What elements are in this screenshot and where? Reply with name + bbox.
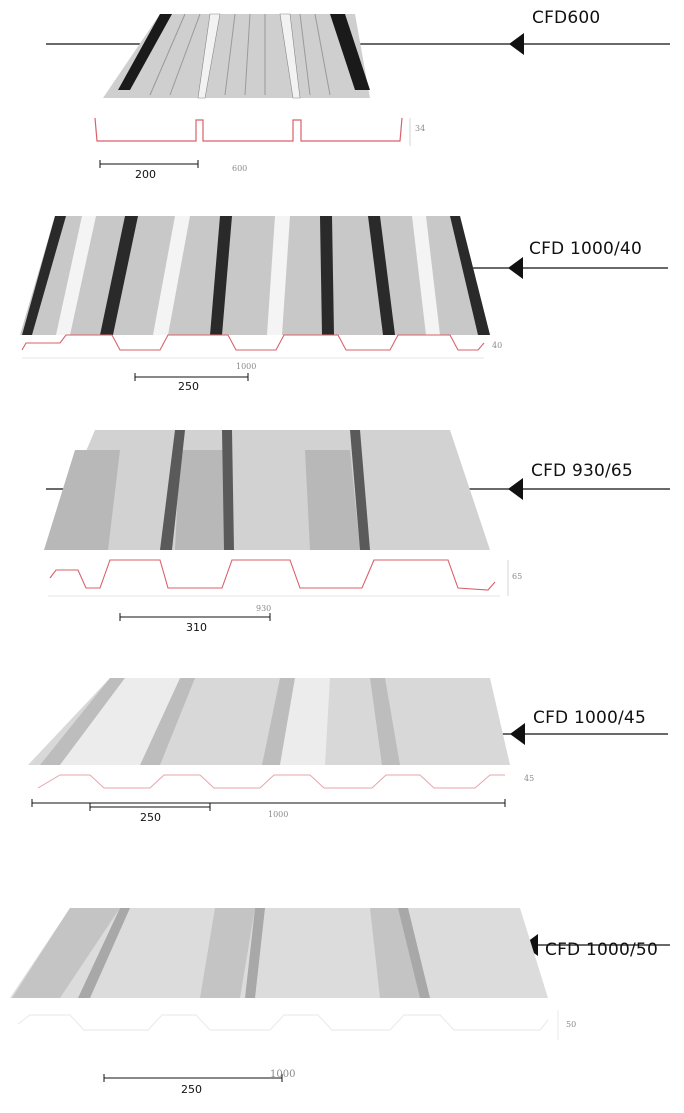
sheet-dark-webs: [78, 908, 430, 998]
pitch-value: 250: [181, 1083, 202, 1096]
pitch-value: 250: [140, 811, 161, 824]
profile-cfd1000-50: CFD 1000/50 250 1000 50: [0, 850, 684, 1113]
sheet-slopes: [40, 678, 400, 765]
sheet-crest-highlights: [60, 678, 330, 765]
width-value: 600: [232, 164, 248, 173]
sheet-dark-webs: [22, 216, 490, 335]
section-profile-line: [49, 559, 496, 591]
cfd930-65-drawing: [44, 430, 670, 621]
height-value: 45: [524, 774, 535, 783]
profile-name: CFD 930/65: [531, 461, 633, 481]
cfd1000-40-drawing: [20, 216, 668, 381]
sheet-dark-webs: [160, 430, 370, 550]
sheet-valleys: [44, 450, 360, 550]
cfd1000-45-drawing: [28, 678, 668, 811]
pitch-value: 200: [135, 168, 156, 181]
pointer-arrow-icon: [509, 33, 524, 55]
section-profile-line: [21, 334, 485, 351]
width-value: 1000: [270, 1069, 296, 1080]
profile-cfd1000-40: CFD 1000/40 250 1000 40: [0, 200, 684, 410]
profile-name: CFD600: [532, 8, 601, 28]
pointer-arrow-icon: [508, 478, 523, 500]
sheet-surface: [44, 430, 490, 550]
height-value: 40: [492, 341, 503, 350]
pointer-arrow-icon: [508, 257, 523, 279]
pitch-value: 250: [178, 380, 199, 393]
profile-name: CFD 1000/45: [533, 708, 646, 728]
section-profile-line: [37, 774, 505, 789]
sheet-ribs: [149, 13, 331, 96]
height-value: 50: [566, 1020, 577, 1029]
pointer-arrow-icon: [510, 723, 525, 745]
profile-name: CFD 1000/50: [545, 940, 658, 960]
sheet-right-edge: [330, 14, 370, 90]
width-value: 1000: [236, 362, 257, 371]
sheet-crest-highlights: [56, 216, 440, 335]
cfd1000-50-drawing: [10, 908, 670, 1082]
sheet-surface: [103, 14, 370, 98]
height-value: 65: [512, 572, 523, 581]
height-value: 34: [415, 124, 426, 133]
cfd600-drawing: [46, 13, 670, 168]
width-value: 1000: [268, 810, 289, 819]
section-profile-line: [17, 1014, 549, 1031]
profile-cfd600: CFD600 200 600 34: [0, 0, 684, 200]
profile-cfd930-65: CFD 930/65 310 930 65: [0, 410, 684, 650]
width-value: 930: [256, 604, 272, 613]
profile-name: CFD 1000/40: [529, 239, 642, 259]
section-profile-line: [94, 117, 403, 142]
profile-cfd1000-45: CFD 1000/45 250 1000 45: [0, 650, 684, 850]
pitch-value: 310: [186, 621, 207, 634]
sheet-left-edge: [118, 14, 172, 90]
